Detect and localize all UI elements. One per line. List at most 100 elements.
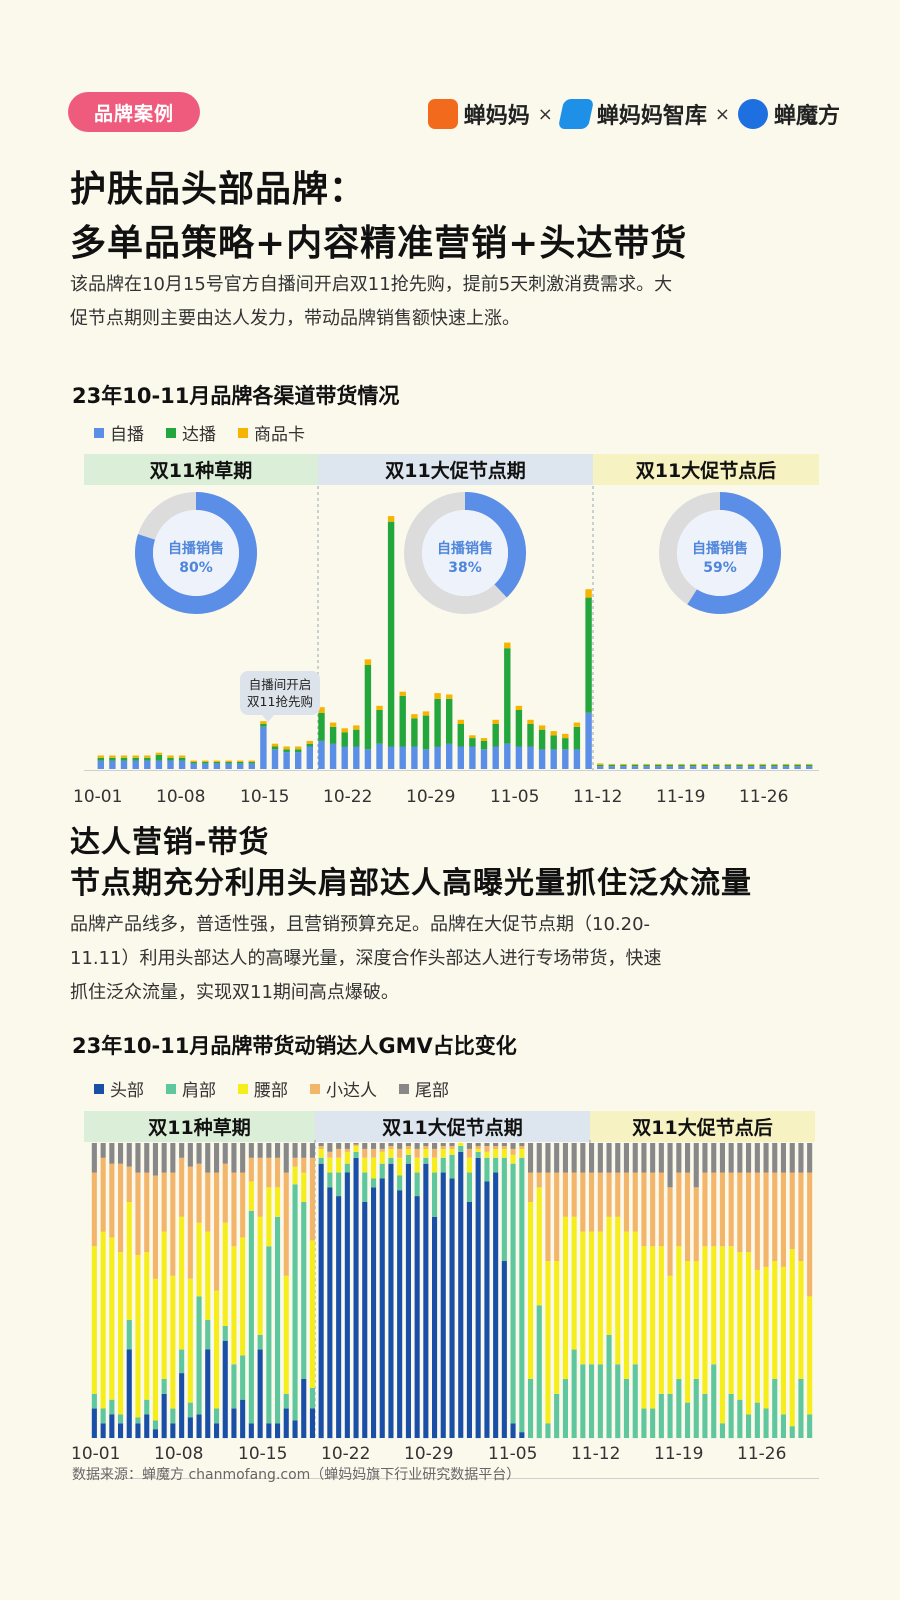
product-card-bar-segment bbox=[306, 740, 313, 744]
phase-band-after: 双11大促节点后 bbox=[593, 454, 819, 485]
shoulder-kol-segment bbox=[248, 1210, 254, 1424]
shoulder-kol-segment bbox=[109, 1399, 115, 1415]
tail-kol-segment bbox=[632, 1143, 638, 1173]
creator-live-bar-segment bbox=[167, 757, 174, 761]
self-live-bar-segment bbox=[678, 766, 685, 769]
shoulder-kol-segment bbox=[475, 1151, 481, 1158]
head-kol-segment bbox=[318, 1163, 324, 1439]
shoulder-kol-segment bbox=[309, 1387, 315, 1409]
section2-line: 抓住泛众流量，实现双11期间高点爆破。 bbox=[70, 982, 399, 1003]
head-kol-segment bbox=[135, 1423, 141, 1439]
small-kol-segment bbox=[309, 1157, 315, 1241]
creator-live-bar-segment bbox=[597, 764, 604, 767]
small-kol-segment bbox=[807, 1172, 813, 1297]
shoulder-kol-segment bbox=[667, 1393, 673, 1439]
tail-kol-segment bbox=[388, 1143, 394, 1146]
self-live-bar-segment bbox=[387, 746, 395, 769]
shoulder-kol-segment bbox=[606, 1334, 612, 1439]
creator-live-bar-segment bbox=[434, 698, 441, 747]
shoulder-kol-segment bbox=[562, 1379, 568, 1438]
head-kol-segment bbox=[100, 1423, 106, 1439]
head-kol-segment bbox=[109, 1414, 115, 1438]
product-card-bar-segment bbox=[469, 735, 476, 739]
product-card-bar-segment bbox=[446, 694, 453, 699]
tail-kol-segment bbox=[118, 1143, 124, 1164]
waist-kol-segment bbox=[623, 1231, 629, 1379]
waist-kol-segment bbox=[606, 1216, 612, 1335]
shoulder-kol-segment bbox=[676, 1379, 682, 1438]
tail-kol-segment bbox=[650, 1143, 656, 1173]
tail-kol-segment bbox=[240, 1143, 246, 1173]
small-kol-segment bbox=[100, 1157, 106, 1232]
x-tick-label: 10-01 bbox=[71, 1444, 121, 1464]
legend-item: 尾部 bbox=[399, 1076, 449, 1101]
product-card-bar-segment bbox=[515, 705, 523, 710]
waist-kol-segment bbox=[100, 1231, 106, 1409]
shoulder-kol-segment bbox=[737, 1399, 743, 1439]
self-live-bar-segment bbox=[295, 752, 302, 769]
small-kol-segment bbox=[440, 1146, 446, 1149]
head-kol-segment bbox=[257, 1349, 263, 1438]
waist-kol-segment bbox=[798, 1261, 804, 1379]
shoulder-kol-segment bbox=[423, 1157, 429, 1164]
product-card-bar-segment bbox=[167, 755, 174, 758]
product-card-bar-segment bbox=[538, 725, 546, 730]
tail-kol-segment bbox=[606, 1143, 612, 1173]
waist-kol-segment bbox=[432, 1157, 438, 1173]
shoulder-kol-segment bbox=[318, 1157, 324, 1164]
small-kol-segment bbox=[327, 1151, 333, 1158]
self-live-bar-segment bbox=[724, 766, 732, 769]
shoulder-kol-segment bbox=[362, 1172, 368, 1202]
creator-live-bar-segment bbox=[237, 762, 244, 764]
self-live-bar-segment bbox=[306, 746, 313, 769]
waist-kol-segment bbox=[780, 1266, 786, 1415]
head-kol-segment bbox=[327, 1187, 333, 1439]
self-live-bar-segment bbox=[213, 763, 221, 769]
legend-item: 达播 bbox=[166, 420, 216, 445]
head-kol-segment bbox=[222, 1340, 228, 1439]
small-kol-segment bbox=[432, 1148, 438, 1158]
small-kol-segment bbox=[170, 1172, 176, 1276]
product-card-bar-segment bbox=[608, 763, 615, 765]
product-card-bar-segment bbox=[109, 755, 116, 758]
head-kol-segment bbox=[484, 1181, 490, 1438]
small-kol-segment bbox=[780, 1172, 786, 1267]
legend-label: 达播 bbox=[182, 425, 216, 445]
shoulder-kol-segment bbox=[466, 1172, 472, 1202]
head-kol-segment bbox=[432, 1216, 438, 1439]
small-kol-segment bbox=[240, 1172, 246, 1238]
creator-live-bar-segment bbox=[527, 724, 534, 747]
small-kol-segment bbox=[301, 1157, 307, 1173]
tail-kol-segment bbox=[152, 1143, 158, 1176]
tail-kol-segment bbox=[214, 1143, 220, 1173]
self-live-bar-segment bbox=[260, 726, 267, 769]
product-card-bar-segment bbox=[527, 719, 534, 724]
tail-kol-segment bbox=[109, 1143, 115, 1164]
product-card-bar-segment bbox=[225, 760, 232, 762]
creator-live-bar-segment bbox=[643, 764, 650, 767]
product-card-bar-segment bbox=[295, 746, 302, 750]
tail-kol-segment bbox=[309, 1143, 315, 1158]
waist-kol-segment bbox=[371, 1157, 377, 1179]
self-live-bar-segment bbox=[399, 746, 406, 769]
shoulder-kol-segment bbox=[179, 1349, 185, 1374]
small-kol-segment bbox=[344, 1148, 350, 1152]
self-live-bar-segment bbox=[353, 746, 360, 769]
head-kol-segment bbox=[292, 1420, 298, 1438]
self-live-bar-segment bbox=[283, 752, 290, 769]
tail-kol-segment bbox=[196, 1143, 202, 1164]
tail-kol-segment bbox=[746, 1143, 752, 1173]
creator-live-bar-segment bbox=[655, 764, 662, 767]
tail-kol-segment bbox=[737, 1143, 743, 1173]
self-live-bar-segment bbox=[806, 766, 813, 769]
small-kol-segment bbox=[379, 1148, 385, 1152]
head-kol-segment bbox=[91, 1408, 97, 1438]
page-title-line2: 多单品策略+内容精准营销+头达带货 bbox=[70, 223, 688, 264]
small-kol-segment bbox=[109, 1163, 115, 1238]
phase-band-seeding: 双11种草期 bbox=[84, 1111, 315, 1142]
tail-kol-segment bbox=[693, 1143, 699, 1188]
tail-kol-segment bbox=[719, 1143, 725, 1173]
waist-kol-segment bbox=[475, 1148, 481, 1152]
